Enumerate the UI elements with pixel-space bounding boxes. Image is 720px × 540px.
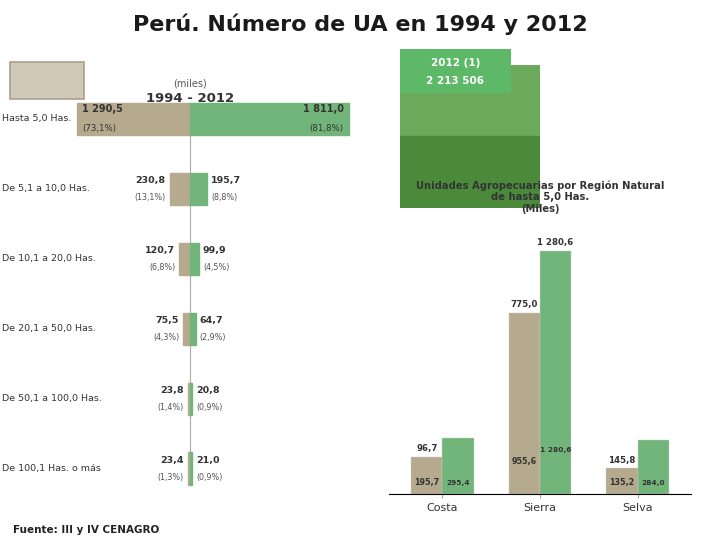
Bar	[606, 468, 637, 494]
Bar	[190, 173, 207, 205]
Title: Unidades Agropecuarias por Región Natural
de hasta 5,0 Has.
(Miles): Unidades Agropecuarias por Región Natura…	[416, 180, 664, 214]
Bar	[190, 103, 348, 135]
Text: 1 811,0: 1 811,0	[302, 104, 343, 114]
Bar	[190, 453, 192, 485]
Bar	[188, 382, 190, 415]
Text: (4,3%): (4,3%)	[153, 333, 179, 342]
Text: 1 290,5: 1 290,5	[82, 104, 123, 114]
Bar	[190, 242, 199, 275]
FancyBboxPatch shape	[10, 62, 84, 99]
Text: 955,6: 955,6	[512, 457, 537, 466]
Text: 1 280,6: 1 280,6	[538, 238, 574, 247]
Text: (1,4%): (1,4%)	[158, 403, 184, 412]
Text: 195,7: 195,7	[212, 177, 241, 185]
Bar	[443, 438, 474, 494]
Text: De 5,1 a 10,0 Has.: De 5,1 a 10,0 Has.	[2, 184, 90, 193]
Bar	[400, 137, 540, 208]
Text: 1994 - 2012: 1994 - 2012	[146, 92, 234, 105]
Text: 775,0: 775,0	[510, 300, 538, 309]
Text: De 20,1 a 50,0 Has.: De 20,1 a 50,0 Has.	[2, 324, 96, 333]
Text: 1994: 1994	[32, 69, 62, 79]
Text: 295,4: 295,4	[446, 480, 470, 485]
Text: Hasta 5,0 Has.: Hasta 5,0 Has.	[2, 114, 71, 124]
Bar	[400, 65, 540, 137]
Bar	[411, 457, 443, 494]
Text: 195,7: 195,7	[414, 478, 439, 487]
Text: (73,1%): (73,1%)	[82, 124, 116, 133]
Text: 96,7: 96,7	[416, 444, 438, 453]
Text: 23,4: 23,4	[161, 456, 184, 465]
Text: 145,8: 145,8	[608, 456, 636, 464]
Text: (81,8%): (81,8%)	[310, 124, 343, 133]
Text: 284,0: 284,0	[642, 480, 665, 485]
Text: Fuente: III y IV CENAGRO: Fuente: III y IV CENAGRO	[13, 524, 159, 535]
Text: (6,8%): (6,8%)	[149, 264, 175, 272]
Bar	[190, 313, 196, 345]
Bar	[170, 173, 190, 205]
Bar	[179, 242, 190, 275]
Text: 23,8: 23,8	[160, 386, 184, 395]
Bar	[190, 382, 192, 415]
Text: (8,8%): (8,8%)	[212, 193, 238, 202]
Bar	[184, 313, 190, 345]
Text: (4,5%): (4,5%)	[203, 264, 229, 272]
Text: 135,2: 135,2	[609, 478, 634, 487]
Text: 64,7: 64,7	[200, 316, 223, 325]
Bar	[509, 313, 540, 494]
Text: (2,9%): (2,9%)	[200, 333, 226, 342]
Text: 21,0: 21,0	[196, 456, 220, 465]
Text: (1,3%): (1,3%)	[158, 473, 184, 482]
Bar	[540, 251, 571, 494]
Text: (13,1%): (13,1%)	[135, 193, 166, 202]
Text: 99,9: 99,9	[203, 246, 227, 255]
Bar	[637, 440, 669, 494]
Text: 120,7: 120,7	[145, 246, 175, 255]
Text: 2012 (1): 2012 (1)	[431, 58, 480, 68]
Text: 75,5: 75,5	[156, 316, 179, 325]
Text: Perú. Número de UA en 1994 y 2012: Perú. Número de UA en 1994 y 2012	[132, 14, 588, 35]
Text: De 10,1 a 20,0 Has.: De 10,1 a 20,0 Has.	[2, 254, 96, 264]
Bar	[77, 103, 190, 135]
Text: 230,8: 230,8	[135, 177, 166, 185]
Text: De 100,1 Has. o más: De 100,1 Has. o más	[2, 464, 101, 473]
Text: 2 213 506: 2 213 506	[426, 76, 485, 86]
Text: De 50,1 a 100,0 Has.: De 50,1 a 100,0 Has.	[2, 394, 102, 403]
Text: 20,8: 20,8	[196, 386, 220, 395]
Text: (miles): (miles)	[173, 78, 207, 88]
Text: 1 280,6: 1 280,6	[540, 447, 571, 453]
Text: (0,9%): (0,9%)	[196, 403, 222, 412]
Text: 1 764 666: 1 764 666	[18, 84, 76, 94]
Bar	[188, 453, 190, 485]
Text: (0,9%): (0,9%)	[196, 473, 222, 482]
